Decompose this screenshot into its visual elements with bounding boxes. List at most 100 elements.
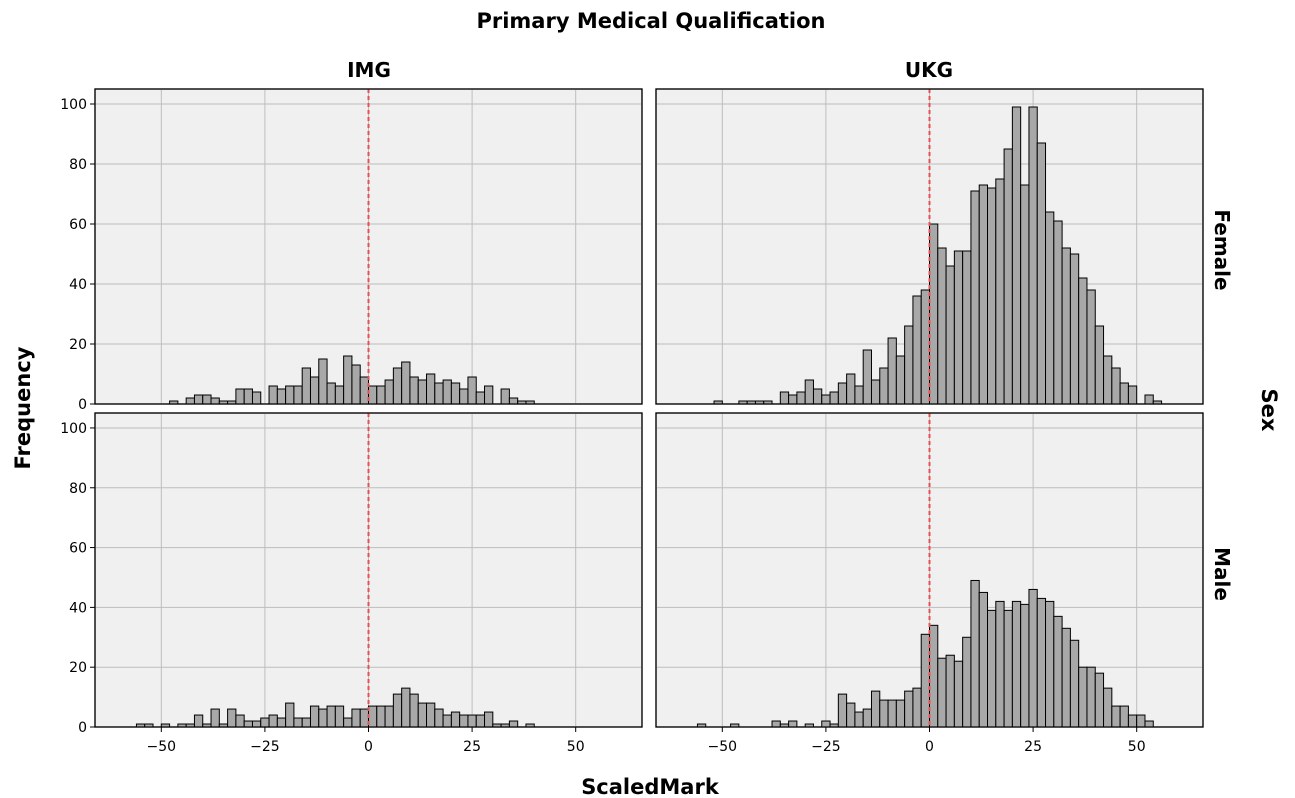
histogram-bar [368,705,378,728]
histogram-bar [862,708,872,728]
histogram-bar [987,187,997,405]
histogram-bar [459,388,469,405]
histogram-bar [235,388,245,405]
histogram-bar [318,358,328,405]
histogram-bar [829,391,839,405]
y-tick-label: 100 [60,97,87,113]
histogram-bar [285,385,295,405]
row-facet-label-female: Female [1210,209,1234,290]
histogram-bar [276,717,287,728]
histogram-bar [1111,367,1121,405]
histogram-bar [202,394,212,405]
histogram-bar [301,367,311,405]
histogram-bar [351,364,361,405]
histogram-bar [401,361,411,405]
x-tick-label: −50 [147,739,177,755]
histogram-bar [193,714,204,728]
y-tick-label: 40 [69,600,87,616]
histogram-bar [895,355,906,405]
histogram-bar [978,591,989,728]
histogram-bar [384,705,394,728]
row-facet-title: Sex [1257,389,1281,432]
histogram-bar [251,391,262,405]
histogram-bar [920,633,930,728]
histogram-bar [384,379,394,405]
col-facet-label-ukg: UKG [905,58,953,82]
histogram-bar [1003,609,1013,728]
histogram-bar [953,660,964,728]
histogram-bar [1011,600,1022,728]
y-tick-label: 100 [60,421,87,437]
panel-frame [94,88,643,405]
x-tick-label: −25 [250,739,280,755]
histogram-bar [1119,382,1129,405]
histogram-bar [376,705,386,728]
histogram-bar [895,699,906,728]
histogram-bar [434,708,444,728]
histogram-bar [771,720,781,728]
histogram-bar [243,388,253,405]
histogram-bar [301,717,311,728]
histogram-bar [442,714,452,728]
histogram-bar [359,708,370,728]
y-tick-label: 20 [69,337,87,353]
histogram-bar [334,705,345,728]
histogram-bar [962,250,972,405]
histogram-bar [1053,615,1063,728]
histogram-bar [846,702,856,728]
histogram-bar [1078,277,1088,405]
histogram-bar [854,385,864,405]
histogram-bar [904,690,914,728]
x-tick-label: 0 [364,739,373,755]
histogram-bar [1045,211,1055,405]
histogram-bar [846,373,856,405]
histogram-bar [467,714,477,728]
histogram-bar [351,708,361,728]
histogram-bar [1053,220,1063,405]
histogram-bar [1086,289,1096,405]
histogram-bar [210,708,220,728]
histogram-bar [879,367,889,405]
y-tick-label: 0 [78,720,87,736]
histogram-bar [475,391,486,405]
histogram-bar [359,376,370,405]
histogram-bar [508,720,519,728]
histogram-bar [442,379,452,405]
histogram-bar [185,397,195,405]
histogram-bar [475,714,486,728]
histogram-bar [318,708,328,728]
histogram-bar [837,382,848,405]
histogram-bar [1045,600,1055,728]
histogram-bar [1020,184,1030,405]
histogram-bar [210,397,220,405]
histogram-bar [1011,106,1022,405]
histogram-bar [945,265,955,405]
histogram-bar [1094,672,1105,728]
histogram-bar [450,711,461,728]
histogram-bar [1144,720,1154,728]
histogram-bar [970,579,980,728]
histogram-bar [193,394,204,405]
histogram-bar [870,379,881,405]
y-tick-label: 0 [78,397,87,413]
y-tick-label: 80 [69,481,87,497]
histogram-bar [1127,714,1138,728]
histogram-bar [987,609,997,728]
histogram-bar [500,388,510,405]
histogram-bar [912,687,922,728]
histogram-bar [929,223,939,405]
histogram-bar [508,397,519,405]
col-facet-label-img: IMG [347,58,391,82]
histogram-bar [293,385,303,405]
histogram-bar [945,654,955,728]
histogram-bar [904,325,914,405]
histogram-bar [1036,142,1047,405]
histogram-bar [484,711,494,728]
histogram-bar [1111,705,1121,728]
histogram-bar [334,385,345,405]
histogram-bar [1069,639,1080,728]
histogram-bar [995,178,1005,405]
histogram-bar [953,250,964,405]
histogram-bar [401,687,411,728]
histogram-bar [862,349,872,405]
